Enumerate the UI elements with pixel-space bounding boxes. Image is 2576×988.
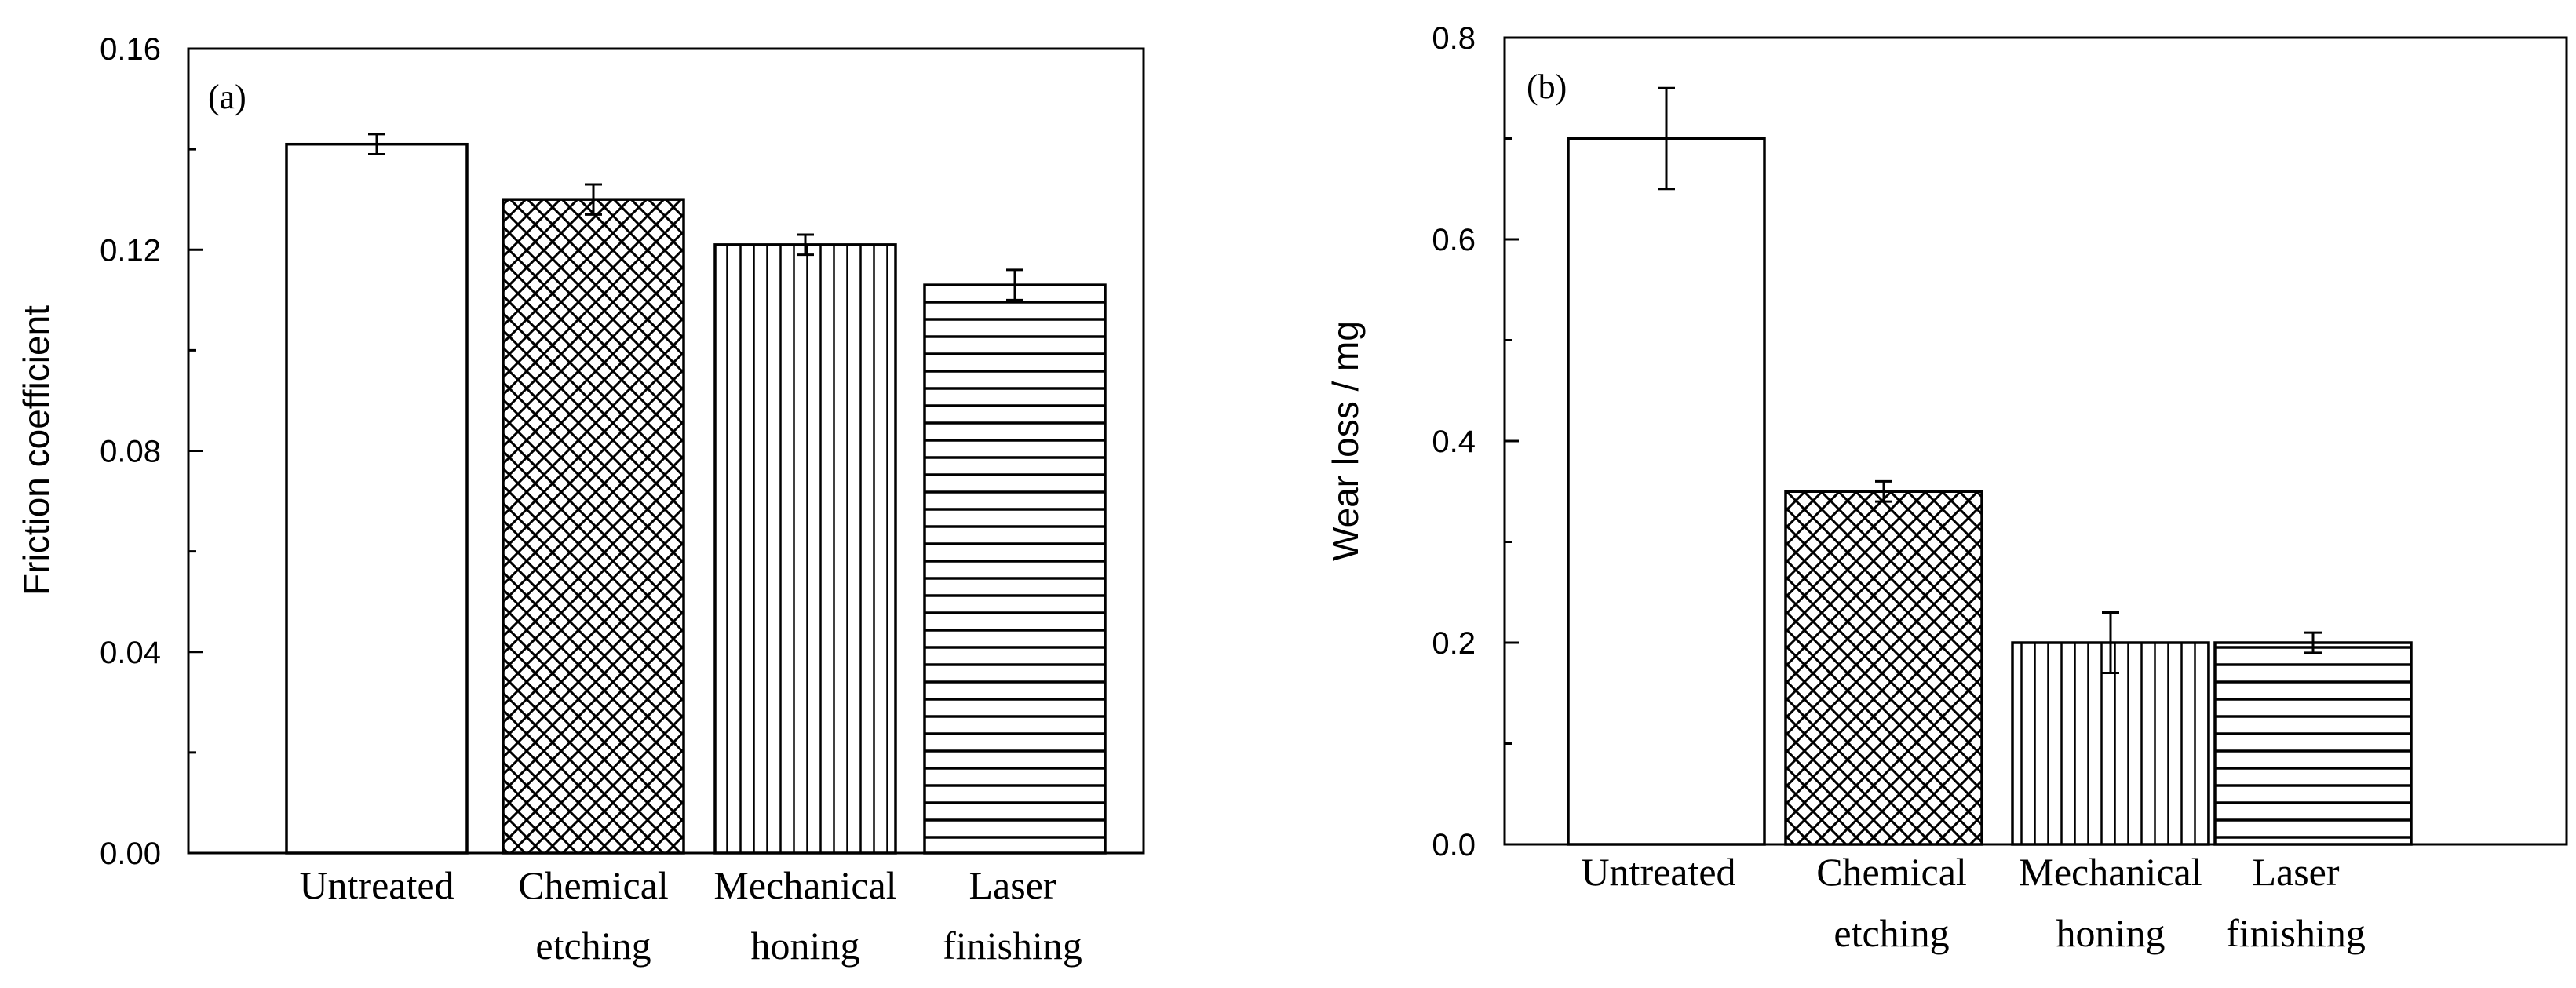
y-tick-label: 0.8 — [1432, 21, 1476, 56]
x-category-label: Untreated — [1581, 850, 1735, 894]
x-category-label: Untreated — [299, 863, 454, 907]
x-category-label: etching — [535, 924, 651, 968]
y-tick-label: 0.2 — [1432, 626, 1476, 661]
bar — [1567, 137, 1766, 846]
error-bar — [1006, 268, 1023, 301]
x-category-label: etching — [1833, 911, 1949, 955]
bar — [1784, 490, 1983, 846]
y-ticks-a: 0.00 0.04 0.08 0.12 0.16 — [100, 32, 203, 871]
chart-panel-b: (b) Wear loss / mg 0.0 0.2 0.4 0.6 0.8 Untre… — [1325, 21, 2568, 955]
error-bar — [2304, 631, 2322, 654]
bar — [713, 243, 897, 855]
bar — [2213, 641, 2413, 846]
bars-b — [1567, 86, 2413, 846]
y-axis-title-a: Friction coefficient — [16, 305, 57, 596]
y-tick-label: 0.6 — [1432, 223, 1476, 257]
x-category-label: honing — [751, 924, 860, 968]
x-category-label: Laser — [2252, 850, 2339, 894]
error-bar — [368, 133, 385, 156]
y-tick-label: 0.0 — [1432, 828, 1476, 862]
chart-panel-a: (a) Friction coefficient 0.00 0.04 0.08 0.1… — [16, 32, 1145, 968]
error-bar — [1658, 86, 1675, 191]
y-tick-label: 0.4 — [1432, 425, 1476, 459]
y-tick-label: 0.16 — [100, 32, 161, 67]
y-axis-title-b: Wear loss / mg — [1325, 321, 1366, 561]
panel-label-a: (a) — [208, 78, 246, 116]
bar — [923, 283, 1107, 855]
error-bar — [797, 233, 814, 257]
x-labels-b: Untreated Chemical etching Mechanical honing… — [1581, 850, 2365, 955]
panel-label-b: (b) — [1527, 67, 1567, 106]
x-category-label: finishing — [943, 924, 1082, 968]
bar — [502, 198, 685, 855]
x-category-label: Chemical — [1816, 850, 1967, 894]
y-tick-label: 0.00 — [100, 837, 161, 871]
x-category-label: Laser — [969, 863, 1056, 907]
error-bar — [585, 183, 602, 216]
y-tick-label: 0.08 — [100, 435, 161, 469]
bar — [2011, 641, 2210, 846]
y-tick-label: 0.12 — [100, 233, 161, 268]
error-bar — [1875, 479, 1892, 503]
y-tick-label: 0.04 — [100, 636, 161, 670]
x-category-label: honing — [2056, 911, 2166, 955]
x-category-label: Mechanical — [2019, 850, 2202, 894]
bar — [285, 142, 469, 855]
error-bar — [2102, 611, 2119, 675]
x-category-label: Chemical — [518, 863, 669, 907]
x-category-label: finishing — [2226, 911, 2366, 955]
x-category-label: Mechanical — [713, 863, 896, 907]
x-labels-a: Untreated Chemical etching Mechanical honing… — [299, 863, 1082, 968]
y-ticks-b: 0.0 0.2 0.4 0.6 0.8 — [1432, 21, 1519, 862]
bars-a — [285, 133, 1107, 855]
